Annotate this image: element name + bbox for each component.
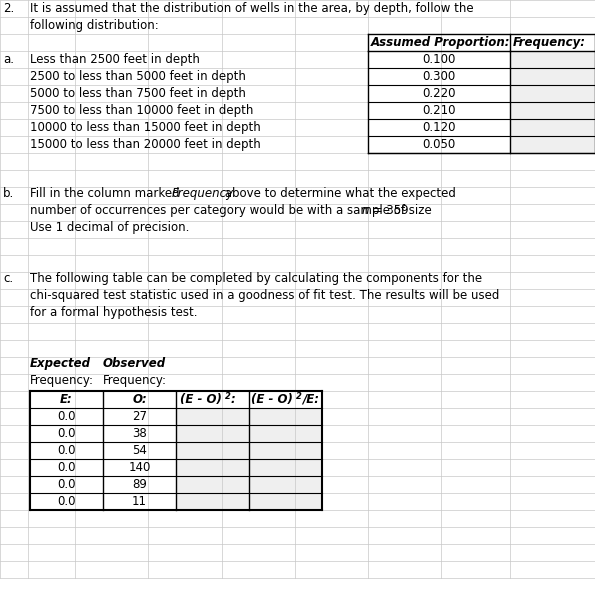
Text: 0.050: 0.050 [422, 138, 456, 151]
Text: Frequency:: Frequency: [30, 374, 94, 387]
Text: E:: E: [60, 393, 73, 406]
Text: Frequency: Frequency [172, 187, 234, 200]
Bar [510, 119, 595, 136]
Text: The following table can be completed by calculating the components for the: The following table can be completed by … [30, 272, 482, 285]
Bar [176, 408, 249, 425]
Text: 0.0: 0.0 [57, 478, 76, 491]
Bar [249, 408, 322, 425]
Text: 140: 140 [129, 461, 151, 474]
Text: 0.220: 0.220 [422, 87, 456, 100]
Text: (E - O): (E - O) [180, 393, 222, 406]
Bar [249, 459, 322, 476]
Text: c.: c. [3, 272, 13, 285]
Text: Less than 2500 feet in depth: Less than 2500 feet in depth [30, 53, 200, 66]
Bar [510, 102, 595, 119]
Text: 2: 2 [296, 392, 302, 401]
Text: 2: 2 [225, 392, 231, 401]
Text: Frequency:: Frequency: [103, 374, 167, 387]
Text: 27: 27 [132, 410, 147, 423]
Text: 0.0: 0.0 [57, 495, 76, 508]
Text: 38: 38 [132, 427, 147, 440]
Text: 7500 to less than 10000 feet in depth: 7500 to less than 10000 feet in depth [30, 104, 253, 117]
Text: chi-squared test statistic used in a goodness of fit test. The results will be u: chi-squared test statistic used in a goo… [30, 289, 499, 302]
Bar [176, 442, 249, 459]
Text: 0.210: 0.210 [422, 104, 456, 117]
Text: 54: 54 [132, 444, 147, 457]
Bar [510, 68, 595, 85]
Text: Fill in the column marked: Fill in the column marked [30, 187, 183, 200]
Text: 2500 to less than 5000 feet in depth: 2500 to less than 5000 feet in depth [30, 70, 246, 83]
Bar [176, 459, 249, 476]
Text: O:: O: [132, 393, 147, 406]
Text: 0.120: 0.120 [422, 121, 456, 134]
Bar [510, 85, 595, 102]
Bar [510, 136, 595, 153]
Text: n: n [362, 204, 369, 217]
Text: 89: 89 [132, 478, 147, 491]
Text: It is assumed that the distribution of wells in the area, by depth, follow the: It is assumed that the distribution of w… [30, 2, 474, 15]
Text: following distribution:: following distribution: [30, 19, 159, 32]
Text: 0.300: 0.300 [422, 70, 456, 83]
Text: above to determine what the expected: above to determine what the expected [221, 187, 456, 200]
Text: /E:: /E: [302, 393, 319, 406]
Text: a.: a. [3, 53, 14, 66]
Bar [249, 476, 322, 493]
Text: Assumed Proportion:: Assumed Proportion: [371, 36, 511, 49]
Bar [176, 493, 249, 510]
Text: for a formal hypothesis test.: for a formal hypothesis test. [30, 306, 198, 319]
Bar [249, 442, 322, 459]
Text: number of occurrences per category would be with a sample of size: number of occurrences per category would… [30, 204, 436, 217]
Text: 0.0: 0.0 [57, 410, 76, 423]
Bar [510, 51, 595, 68]
Text: = 359.: = 359. [369, 204, 412, 217]
Bar [176, 476, 249, 493]
Text: b.: b. [3, 187, 14, 200]
Text: 0.0: 0.0 [57, 444, 76, 457]
Text: (E - O): (E - O) [251, 393, 293, 406]
Bar [249, 493, 322, 510]
Text: :: : [231, 393, 236, 406]
Text: 11: 11 [132, 495, 147, 508]
Text: 10000 to less than 15000 feet in depth: 10000 to less than 15000 feet in depth [30, 121, 261, 134]
Text: Use 1 decimal of precision.: Use 1 decimal of precision. [30, 221, 189, 234]
Text: 0.0: 0.0 [57, 461, 76, 474]
Text: Observed: Observed [103, 357, 166, 370]
Text: 2.: 2. [3, 2, 14, 15]
Text: 0.100: 0.100 [422, 53, 456, 66]
Text: 15000 to less than 20000 feet in depth: 15000 to less than 20000 feet in depth [30, 138, 261, 151]
Bar [249, 425, 322, 442]
Text: 5000 to less than 7500 feet in depth: 5000 to less than 7500 feet in depth [30, 87, 246, 100]
Bar [176, 425, 249, 442]
Text: 0.0: 0.0 [57, 427, 76, 440]
Text: Expected: Expected [30, 357, 91, 370]
Text: Frequency:: Frequency: [513, 36, 586, 49]
